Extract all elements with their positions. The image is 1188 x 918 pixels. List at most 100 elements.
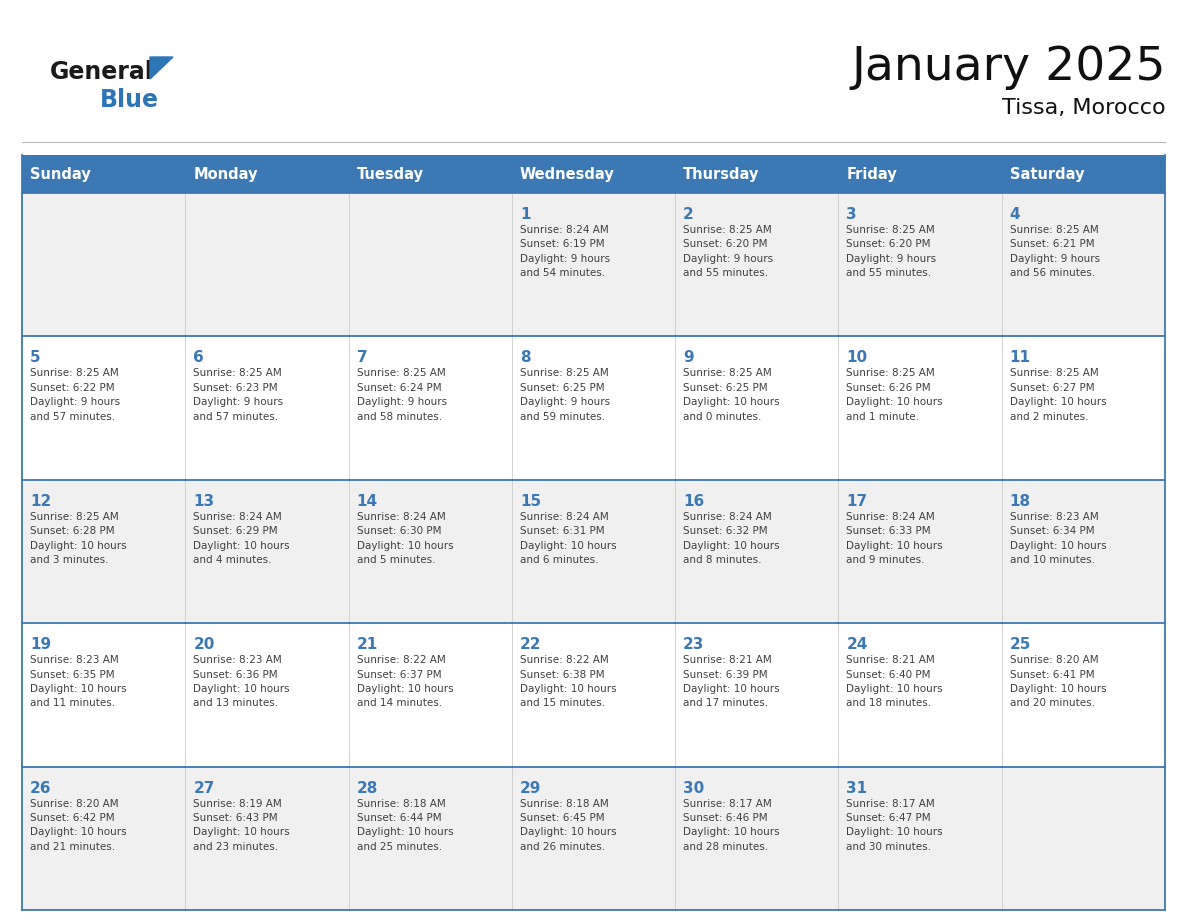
Bar xyxy=(23,193,185,336)
Text: 26: 26 xyxy=(30,780,51,796)
Text: Sunrise: 8:25 AM
Sunset: 6:23 PM
Daylight: 9 hours
and 57 minutes.: Sunrise: 8:25 AM Sunset: 6:23 PM Dayligh… xyxy=(194,368,284,421)
Text: Sunrise: 8:23 AM
Sunset: 6:36 PM
Daylight: 10 hours
and 13 minutes.: Sunrise: 8:23 AM Sunset: 6:36 PM Dayligh… xyxy=(194,655,290,709)
Text: Sunrise: 8:24 AM
Sunset: 6:33 PM
Daylight: 10 hours
and 9 minutes.: Sunrise: 8:24 AM Sunset: 6:33 PM Dayligh… xyxy=(846,512,943,565)
Text: Tuesday: Tuesday xyxy=(356,166,424,182)
Text: 4: 4 xyxy=(1010,207,1020,222)
Polygon shape xyxy=(150,57,173,79)
Text: Sunrise: 8:20 AM
Sunset: 6:41 PM
Daylight: 10 hours
and 20 minutes.: Sunrise: 8:20 AM Sunset: 6:41 PM Dayligh… xyxy=(1010,655,1106,709)
Text: 19: 19 xyxy=(30,637,51,652)
Bar xyxy=(512,623,675,767)
Text: 17: 17 xyxy=(846,494,867,509)
Text: Friday: Friday xyxy=(846,166,897,182)
Bar xyxy=(185,480,348,623)
Text: Sunrise: 8:25 AM
Sunset: 6:21 PM
Daylight: 9 hours
and 56 minutes.: Sunrise: 8:25 AM Sunset: 6:21 PM Dayligh… xyxy=(1010,225,1100,278)
Text: Sunrise: 8:25 AM
Sunset: 6:20 PM
Daylight: 9 hours
and 55 minutes.: Sunrise: 8:25 AM Sunset: 6:20 PM Dayligh… xyxy=(683,225,773,278)
Bar xyxy=(839,480,1001,623)
Text: 29: 29 xyxy=(520,780,542,796)
Text: 12: 12 xyxy=(30,494,51,509)
Bar xyxy=(185,767,348,910)
Bar xyxy=(1001,155,1165,193)
Text: 23: 23 xyxy=(683,637,704,652)
Bar xyxy=(348,193,512,336)
Text: Sunrise: 8:17 AM
Sunset: 6:47 PM
Daylight: 10 hours
and 30 minutes.: Sunrise: 8:17 AM Sunset: 6:47 PM Dayligh… xyxy=(846,799,943,852)
Text: 2: 2 xyxy=(683,207,694,222)
Text: Sunrise: 8:25 AM
Sunset: 6:22 PM
Daylight: 9 hours
and 57 minutes.: Sunrise: 8:25 AM Sunset: 6:22 PM Dayligh… xyxy=(30,368,120,421)
Text: 13: 13 xyxy=(194,494,214,509)
Bar xyxy=(512,193,675,336)
Text: Saturday: Saturday xyxy=(1010,166,1085,182)
Text: 24: 24 xyxy=(846,637,867,652)
Text: 27: 27 xyxy=(194,780,215,796)
Bar xyxy=(23,480,185,623)
Text: Thursday: Thursday xyxy=(683,166,759,182)
Bar xyxy=(839,336,1001,480)
Bar xyxy=(512,336,675,480)
Text: Sunrise: 8:25 AM
Sunset: 6:24 PM
Daylight: 9 hours
and 58 minutes.: Sunrise: 8:25 AM Sunset: 6:24 PM Dayligh… xyxy=(356,368,447,421)
Text: 9: 9 xyxy=(683,351,694,365)
Bar xyxy=(1001,767,1165,910)
Text: Sunrise: 8:23 AM
Sunset: 6:34 PM
Daylight: 10 hours
and 10 minutes.: Sunrise: 8:23 AM Sunset: 6:34 PM Dayligh… xyxy=(1010,512,1106,565)
Text: General: General xyxy=(50,60,154,84)
Text: Sunrise: 8:25 AM
Sunset: 6:28 PM
Daylight: 10 hours
and 3 minutes.: Sunrise: 8:25 AM Sunset: 6:28 PM Dayligh… xyxy=(30,512,127,565)
Bar xyxy=(23,336,185,480)
Text: Sunrise: 8:22 AM
Sunset: 6:38 PM
Daylight: 10 hours
and 15 minutes.: Sunrise: 8:22 AM Sunset: 6:38 PM Dayligh… xyxy=(520,655,617,709)
Text: Sunrise: 8:21 AM
Sunset: 6:40 PM
Daylight: 10 hours
and 18 minutes.: Sunrise: 8:21 AM Sunset: 6:40 PM Dayligh… xyxy=(846,655,943,709)
Text: Sunrise: 8:24 AM
Sunset: 6:30 PM
Daylight: 10 hours
and 5 minutes.: Sunrise: 8:24 AM Sunset: 6:30 PM Dayligh… xyxy=(356,512,453,565)
Bar xyxy=(839,623,1001,767)
Bar xyxy=(348,155,512,193)
Bar xyxy=(512,155,675,193)
Text: Blue: Blue xyxy=(100,88,159,112)
Text: Sunrise: 8:21 AM
Sunset: 6:39 PM
Daylight: 10 hours
and 17 minutes.: Sunrise: 8:21 AM Sunset: 6:39 PM Dayligh… xyxy=(683,655,779,709)
Bar xyxy=(839,155,1001,193)
Bar xyxy=(348,336,512,480)
Text: Sunrise: 8:24 AM
Sunset: 6:29 PM
Daylight: 10 hours
and 4 minutes.: Sunrise: 8:24 AM Sunset: 6:29 PM Dayligh… xyxy=(194,512,290,565)
Text: 31: 31 xyxy=(846,780,867,796)
Text: 10: 10 xyxy=(846,351,867,365)
Bar xyxy=(675,155,839,193)
Text: 20: 20 xyxy=(194,637,215,652)
Bar xyxy=(185,155,348,193)
Bar xyxy=(348,480,512,623)
Text: Sunrise: 8:22 AM
Sunset: 6:37 PM
Daylight: 10 hours
and 14 minutes.: Sunrise: 8:22 AM Sunset: 6:37 PM Dayligh… xyxy=(356,655,453,709)
Text: 1: 1 xyxy=(520,207,530,222)
Bar xyxy=(675,623,839,767)
Text: Sunrise: 8:18 AM
Sunset: 6:45 PM
Daylight: 10 hours
and 26 minutes.: Sunrise: 8:18 AM Sunset: 6:45 PM Dayligh… xyxy=(520,799,617,852)
Text: 7: 7 xyxy=(356,351,367,365)
Bar xyxy=(512,767,675,910)
Bar xyxy=(348,767,512,910)
Text: 22: 22 xyxy=(520,637,542,652)
Bar xyxy=(185,623,348,767)
Text: January 2025: January 2025 xyxy=(852,46,1165,91)
Text: Monday: Monday xyxy=(194,166,258,182)
Bar xyxy=(1001,623,1165,767)
Text: Sunrise: 8:24 AM
Sunset: 6:31 PM
Daylight: 10 hours
and 6 minutes.: Sunrise: 8:24 AM Sunset: 6:31 PM Dayligh… xyxy=(520,512,617,565)
Bar xyxy=(23,623,185,767)
Text: Sunrise: 8:23 AM
Sunset: 6:35 PM
Daylight: 10 hours
and 11 minutes.: Sunrise: 8:23 AM Sunset: 6:35 PM Dayligh… xyxy=(30,655,127,709)
Text: Tissa, Morocco: Tissa, Morocco xyxy=(1003,98,1165,118)
Text: Sunday: Sunday xyxy=(30,166,90,182)
Text: 25: 25 xyxy=(1010,637,1031,652)
Text: Sunrise: 8:25 AM
Sunset: 6:25 PM
Daylight: 10 hours
and 0 minutes.: Sunrise: 8:25 AM Sunset: 6:25 PM Dayligh… xyxy=(683,368,779,421)
Text: Sunrise: 8:17 AM
Sunset: 6:46 PM
Daylight: 10 hours
and 28 minutes.: Sunrise: 8:17 AM Sunset: 6:46 PM Dayligh… xyxy=(683,799,779,852)
Bar xyxy=(348,623,512,767)
Bar xyxy=(512,480,675,623)
Text: 21: 21 xyxy=(356,637,378,652)
Bar xyxy=(185,336,348,480)
Text: 30: 30 xyxy=(683,780,704,796)
Bar xyxy=(839,193,1001,336)
Bar xyxy=(23,155,185,193)
Text: Sunrise: 8:25 AM
Sunset: 6:27 PM
Daylight: 10 hours
and 2 minutes.: Sunrise: 8:25 AM Sunset: 6:27 PM Dayligh… xyxy=(1010,368,1106,421)
Bar xyxy=(675,767,839,910)
Text: Sunrise: 8:24 AM
Sunset: 6:19 PM
Daylight: 9 hours
and 54 minutes.: Sunrise: 8:24 AM Sunset: 6:19 PM Dayligh… xyxy=(520,225,609,278)
Text: 3: 3 xyxy=(846,207,857,222)
Bar xyxy=(23,767,185,910)
Text: Sunrise: 8:19 AM
Sunset: 6:43 PM
Daylight: 10 hours
and 23 minutes.: Sunrise: 8:19 AM Sunset: 6:43 PM Dayligh… xyxy=(194,799,290,852)
Text: 11: 11 xyxy=(1010,351,1031,365)
Text: Sunrise: 8:20 AM
Sunset: 6:42 PM
Daylight: 10 hours
and 21 minutes.: Sunrise: 8:20 AM Sunset: 6:42 PM Dayligh… xyxy=(30,799,127,852)
Bar xyxy=(185,193,348,336)
Bar xyxy=(675,480,839,623)
Text: 14: 14 xyxy=(356,494,378,509)
Text: 5: 5 xyxy=(30,351,40,365)
Bar xyxy=(675,336,839,480)
Text: Sunrise: 8:25 AM
Sunset: 6:20 PM
Daylight: 9 hours
and 55 minutes.: Sunrise: 8:25 AM Sunset: 6:20 PM Dayligh… xyxy=(846,225,936,278)
